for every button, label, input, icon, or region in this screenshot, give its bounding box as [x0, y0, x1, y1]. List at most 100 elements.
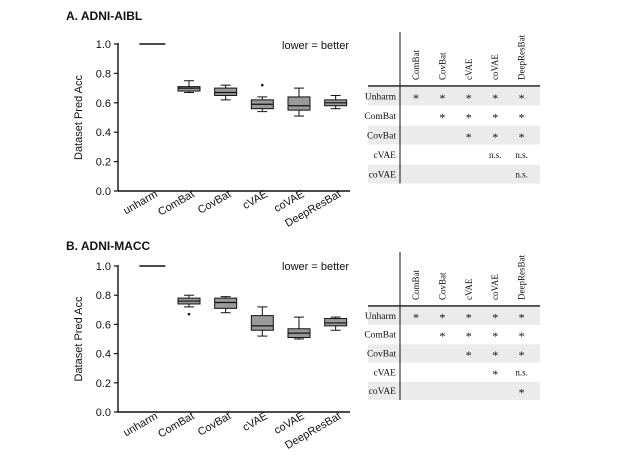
- box-outlier: [261, 83, 264, 87]
- box-cvae: [250, 306, 274, 337]
- x-category-label: CovBat: [196, 188, 233, 216]
- y-tick-label: 0.2: [96, 157, 111, 169]
- box-combat: [177, 294, 201, 316]
- table-column-header: coVAE: [490, 54, 500, 80]
- table-column-header: DeepResBat: [517, 255, 527, 300]
- significance-star: *: [466, 348, 472, 362]
- box-iqr: [324, 318, 348, 327]
- table-row-shade: [368, 306, 540, 325]
- x-category-label: cVAE: [241, 410, 270, 434]
- table-column-header: ComBat: [411, 269, 421, 300]
- significance-star: *: [519, 310, 525, 324]
- y-tick-label: 0.2: [96, 378, 111, 390]
- x-category-label: unharm: [122, 410, 160, 439]
- table-column-header: DeepResBat: [517, 35, 527, 80]
- box-outlier: [187, 312, 191, 316]
- y-axis-label: Dataset Pred Acc: [73, 75, 85, 160]
- x-category-label: unharm: [122, 188, 160, 217]
- table-row-label: Unharm: [365, 92, 397, 102]
- y-tick-label: 0.4: [96, 127, 111, 139]
- y-tick-label: 0.4: [96, 349, 111, 361]
- significance-star: *: [439, 91, 445, 105]
- significance-star: *: [492, 348, 498, 362]
- table-column-header: cVAE: [464, 58, 474, 80]
- y-tick-label: 0.8: [96, 68, 111, 80]
- y-tick-label: 0.6: [96, 98, 111, 110]
- box-deepresbat: [324, 94, 348, 110]
- y-tick-label: 1.0: [96, 261, 111, 273]
- significance-star: *: [413, 91, 419, 105]
- significance-ns: n.s.: [515, 367, 528, 377]
- table-row-shade: [368, 164, 540, 184]
- significance-star: *: [492, 329, 498, 343]
- box-iqr: [214, 297, 238, 309]
- table-row-label: cVAE: [373, 151, 396, 161]
- x-category-label: ComBat: [156, 188, 196, 218]
- lower-better-annotation: lower = better: [282, 40, 349, 52]
- significance-star: *: [492, 310, 498, 324]
- y-tick-label: 0.8: [96, 290, 111, 302]
- significance-star: *: [439, 110, 445, 124]
- table-row-label: coVAE: [369, 387, 396, 397]
- table-column-header: CovBat: [437, 52, 447, 80]
- significance-star: *: [492, 130, 498, 144]
- box-iqr: [214, 87, 238, 96]
- table-row-label: cVAE: [373, 368, 396, 378]
- box-covae: [287, 87, 311, 117]
- significance-star: *: [466, 91, 472, 105]
- significance-star: *: [519, 386, 525, 400]
- table-row-label: ComBat: [364, 331, 396, 341]
- box-covbat: [214, 84, 238, 101]
- table-row-label: CovBat: [367, 350, 396, 360]
- significance-star: *: [519, 348, 525, 362]
- box-deepresbat: [324, 316, 348, 331]
- significance-star: *: [519, 329, 525, 343]
- table-row-label: coVAE: [369, 170, 396, 180]
- table-row-label: CovBat: [367, 131, 396, 141]
- x-category-label: cVAE: [241, 188, 270, 212]
- y-axis-label: Dataset Pred Acc: [73, 296, 85, 381]
- table-column-header: coVAE: [490, 274, 500, 300]
- panel-title: B. ADNI-MACC: [66, 239, 151, 253]
- table-row-shade: [368, 381, 540, 400]
- x-category-label: CovBat: [196, 410, 233, 438]
- table-row-shade: [368, 86, 540, 106]
- significance-star: *: [519, 130, 525, 144]
- significance-star: *: [492, 367, 498, 381]
- x-category-label: ComBat: [156, 410, 196, 440]
- box-covbat: [214, 296, 238, 314]
- significance-star: *: [492, 91, 498, 105]
- table-row-label: ComBat: [364, 112, 396, 122]
- significance-star: *: [466, 110, 472, 124]
- box-iqr: [287, 96, 311, 111]
- box-combat: [177, 80, 201, 94]
- significance-ns: n.s.: [515, 169, 528, 179]
- significance-star: *: [466, 130, 472, 144]
- panel-title: A. ADNI-AIBL: [66, 9, 142, 23]
- significance-star: *: [439, 310, 445, 324]
- significance-star: *: [466, 329, 472, 343]
- significance-ns: n.s.: [489, 150, 502, 160]
- significance-star: *: [519, 110, 525, 124]
- lower-better-annotation: lower = better: [282, 261, 349, 273]
- table-row-shade: [368, 125, 540, 145]
- y-tick-label: 0.0: [96, 407, 111, 419]
- box-iqr: [177, 86, 201, 92]
- table-row-label: Unharm: [365, 312, 397, 322]
- significance-star: *: [439, 329, 445, 343]
- significance-star: *: [492, 110, 498, 124]
- box-cvae: [250, 83, 274, 113]
- box-covae: [287, 316, 311, 340]
- y-tick-label: 0.6: [96, 319, 111, 331]
- table-column-header: cVAE: [464, 278, 474, 300]
- significance-star: *: [466, 310, 472, 324]
- y-tick-label: 1.0: [96, 39, 111, 51]
- table-row-shade: [368, 344, 540, 363]
- significance-star: *: [519, 91, 525, 105]
- y-tick-label: 0.0: [96, 186, 111, 198]
- significance-star: *: [413, 310, 419, 324]
- table-column-header: CovBat: [437, 272, 447, 300]
- table-column-header: ComBat: [411, 49, 421, 80]
